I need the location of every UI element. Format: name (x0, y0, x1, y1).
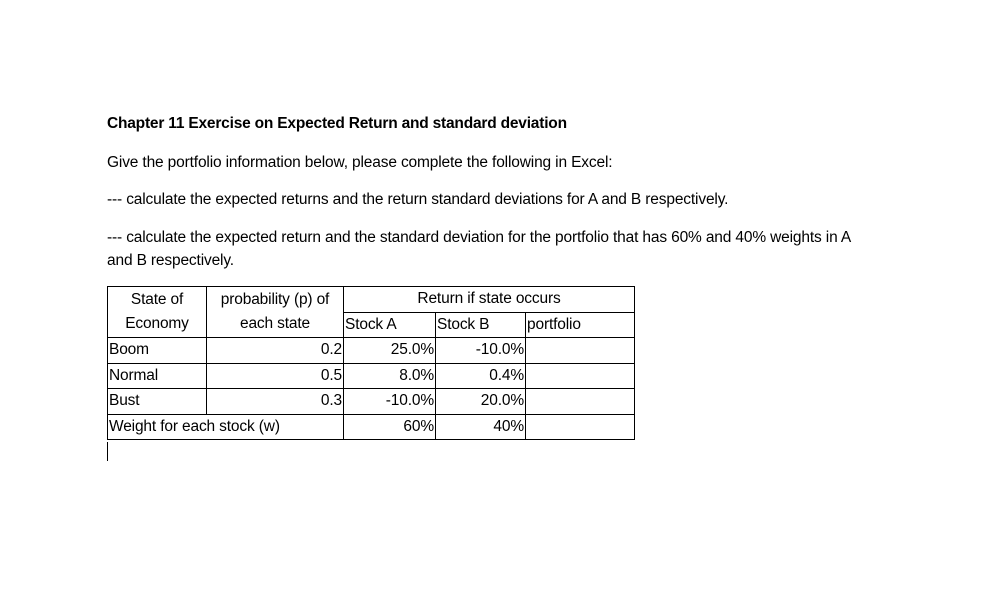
header-portfolio[interactable]: portfolio (525, 311, 635, 338)
header-return-group[interactable]: Return if state occurs (343, 286, 635, 313)
table-row: Bust 0.3 -10.0% 20.0% (107, 388, 635, 415)
cell-stock-a[interactable]: -10.0% (343, 388, 436, 415)
header-row-2: Stock A Stock B portfolio (108, 311, 635, 338)
cell-stock-b[interactable]: 0.4% (435, 362, 526, 389)
task-1-paragraph: --- calculate the expected returns and t… (107, 191, 729, 208)
header-prob-line2: each state (239, 315, 311, 332)
header-stock-b[interactable]: Stock B (435, 311, 526, 338)
cell-state[interactable]: Boom (107, 337, 207, 364)
header-state-line1: State of (130, 291, 184, 308)
cell-stock-a[interactable]: 8.0% (343, 362, 436, 389)
weights-row: Weight for each stock (w) 60% 40% (107, 413, 635, 440)
cell-stock-b[interactable]: -10.0% (435, 337, 526, 364)
cell-probability[interactable]: 0.5 (206, 362, 344, 389)
header-row-1: State of Economy probability (p) of each… (107, 286, 635, 338)
cell-probability[interactable]: 0.3 (206, 388, 344, 415)
cell-portfolio[interactable] (525, 337, 635, 364)
cell-weight-portfolio[interactable] (525, 413, 635, 440)
header-stock-a[interactable]: Stock A (343, 311, 436, 338)
cell-stock-a[interactable]: 25.0% (343, 337, 436, 364)
text-cursor (107, 442, 108, 461)
header-probability[interactable]: probability (p) of each state (206, 286, 344, 338)
cell-state[interactable]: Normal (107, 362, 207, 389)
cell-weight-b[interactable]: 40% (435, 413, 526, 440)
cell-probability[interactable]: 0.2 (206, 337, 344, 364)
cell-stock-b[interactable]: 20.0% (435, 388, 526, 415)
returns-table: State of Economy probability (p) of each… (107, 286, 635, 440)
header-prob-line1: probability (p) of (220, 291, 330, 308)
header-state[interactable]: State of Economy (107, 286, 207, 338)
task-2-paragraph: --- calculate the expected return and th… (107, 229, 851, 269)
cell-portfolio[interactable] (525, 388, 635, 415)
cell-state[interactable]: Bust (107, 388, 207, 415)
document-title: Chapter 11 Exercise on Expected Return a… (107, 115, 567, 132)
table-row: Normal 0.5 8.0% 0.4% (107, 362, 635, 389)
cell-weights-label[interactable]: Weight for each stock (w) (107, 413, 344, 440)
cell-weight-a[interactable]: 60% (343, 413, 436, 440)
table-row: Boom 0.2 25.0% -10.0% (107, 337, 635, 364)
cell-portfolio[interactable] (525, 362, 635, 389)
instruction-paragraph: Give the portfolio information below, pl… (107, 154, 613, 171)
header-state-line2: Economy (125, 315, 189, 332)
